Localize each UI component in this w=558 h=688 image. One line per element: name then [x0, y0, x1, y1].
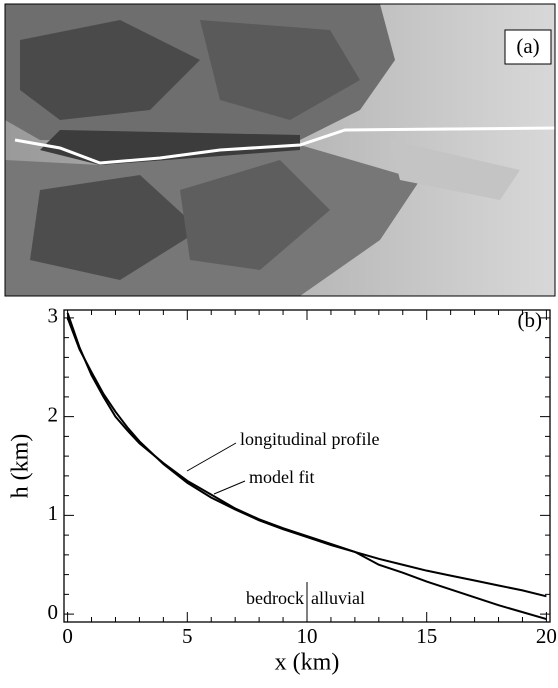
x-tick-label: 15 — [416, 624, 437, 648]
y-tick-label: 1 — [48, 501, 59, 525]
x-tick-label: 20 — [536, 624, 557, 648]
leader-line — [213, 480, 246, 495]
annotation: alluvial — [311, 588, 365, 608]
annotation: bedrock — [246, 588, 304, 608]
series-label: longitudinal profile — [240, 429, 379, 449]
x-tick-label: 5 — [182, 624, 193, 648]
relief-image: (a) — [4, 3, 556, 297]
panel-label: (b) — [518, 308, 543, 332]
x-tick-label: 10 — [297, 624, 318, 648]
series-label: model fit — [249, 467, 315, 487]
data-line — [66, 312, 547, 620]
leader-line — [186, 442, 237, 472]
y-tick-label: 3 — [48, 304, 59, 328]
plot-frame — [63, 309, 551, 623]
panel-label: (a) — [516, 34, 539, 58]
data-line — [66, 317, 547, 598]
y-axis-title: h (km) — [8, 434, 34, 499]
x-tick-label: 0 — [62, 624, 73, 648]
y-tick-label: 0 — [48, 600, 59, 624]
x-axis-title: x (km) — [275, 650, 340, 676]
y-tick-label: 2 — [48, 402, 59, 426]
